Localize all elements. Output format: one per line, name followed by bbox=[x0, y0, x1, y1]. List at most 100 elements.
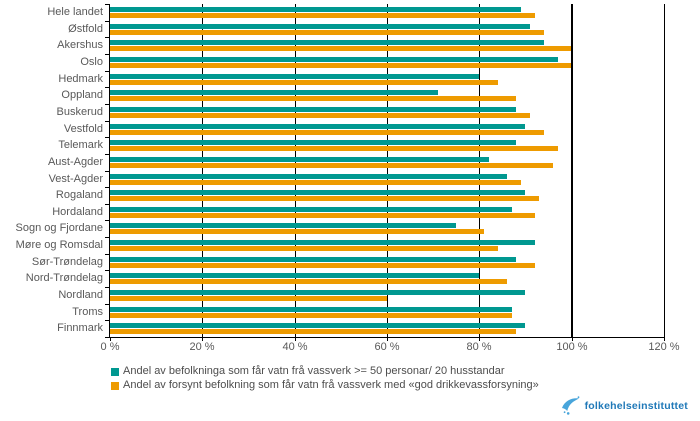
category-label: Nord-Trøndelag bbox=[25, 272, 103, 284]
bar-series1 bbox=[110, 40, 544, 45]
y-axis-tick bbox=[105, 171, 109, 172]
gridline-60 bbox=[387, 4, 388, 337]
y-axis-tick bbox=[105, 204, 109, 205]
y-axis-tick bbox=[105, 187, 109, 188]
category-label: Hedmark bbox=[58, 73, 103, 85]
y-axis-tick bbox=[105, 104, 109, 105]
bar-series1 bbox=[110, 74, 479, 79]
bar-series2 bbox=[110, 313, 512, 318]
bar-series2 bbox=[110, 213, 535, 218]
bar-series2 bbox=[110, 329, 516, 334]
y-axis-tick bbox=[105, 4, 109, 5]
legend-item: Andel av forsynt befolkning som får vatn… bbox=[111, 379, 539, 392]
x-axis-tick bbox=[387, 337, 388, 341]
bar-series1 bbox=[110, 7, 521, 12]
bar-series2 bbox=[110, 96, 516, 101]
category-label: Sør-Trøndelag bbox=[31, 256, 103, 268]
category-label: Nordland bbox=[58, 289, 103, 301]
x-axis-label: 0 % bbox=[100, 341, 120, 353]
bar-series2 bbox=[110, 246, 498, 251]
x-axis-tick bbox=[479, 337, 480, 341]
bar-series2 bbox=[110, 80, 498, 85]
bar-series1 bbox=[110, 290, 525, 295]
bar-series1 bbox=[110, 323, 525, 328]
y-axis-tick bbox=[105, 37, 109, 38]
y-axis-tick bbox=[105, 121, 109, 122]
category-label: Møre og Romsdal bbox=[15, 239, 103, 251]
bar-series1 bbox=[110, 174, 507, 179]
category-label: Vestfold bbox=[63, 123, 103, 135]
category-label: Vest-Agder bbox=[48, 173, 103, 185]
category-label: Sogn og Fjordane bbox=[15, 222, 103, 234]
category-label: Telemark bbox=[58, 139, 103, 151]
y-axis-tick bbox=[105, 237, 109, 238]
fhi-logo: folkehelseinstituttet bbox=[559, 395, 688, 417]
y-axis-tick bbox=[105, 304, 109, 305]
x-axis-label: 40 % bbox=[282, 341, 308, 353]
bar-series2 bbox=[110, 13, 535, 18]
category-label: Østfold bbox=[68, 23, 103, 35]
x-axis-label: 120 % bbox=[648, 341, 680, 353]
bird-swoosh-icon bbox=[561, 396, 580, 415]
x-axis-tick bbox=[295, 337, 296, 341]
category-label: Oppland bbox=[61, 89, 103, 101]
bar-series2 bbox=[110, 30, 544, 35]
legend-swatch-orange bbox=[111, 381, 119, 390]
logo-text: folkehelseinstituttet bbox=[584, 400, 688, 412]
category-label: Aust-Agder bbox=[47, 156, 103, 168]
bar-series2 bbox=[110, 296, 387, 301]
bar-series2 bbox=[110, 263, 535, 268]
y-axis-tick bbox=[105, 154, 109, 155]
category-label: Buskerud bbox=[56, 106, 103, 118]
category-label: Rogaland bbox=[55, 189, 103, 201]
x-axis-tick bbox=[572, 337, 573, 341]
legend-swatch-teal bbox=[111, 367, 119, 376]
y-axis-tick bbox=[105, 254, 109, 255]
bar-series2 bbox=[110, 180, 521, 185]
x-axis-tick bbox=[202, 337, 203, 341]
x-axis-label: 80 % bbox=[466, 341, 492, 353]
category-label: Akershus bbox=[57, 39, 103, 51]
bar-series1 bbox=[110, 124, 525, 129]
category-label: Hele landet bbox=[47, 6, 103, 18]
gridline-100 bbox=[570, 4, 573, 337]
bar-series2 bbox=[110, 229, 484, 234]
x-axis-label: 60 % bbox=[374, 341, 400, 353]
y-axis-tick bbox=[105, 137, 109, 138]
bar-series1 bbox=[110, 24, 530, 29]
category-label: Troms bbox=[72, 306, 103, 318]
y-axis-tick bbox=[105, 54, 109, 55]
bar-series2 bbox=[110, 63, 572, 68]
bar-series1 bbox=[110, 90, 438, 95]
bar-series1 bbox=[110, 57, 558, 62]
x-axis-label: 100 % bbox=[556, 341, 588, 353]
gridline-120 bbox=[664, 4, 665, 337]
category-label: Finnmark bbox=[57, 322, 103, 334]
gridline-20 bbox=[202, 4, 203, 337]
gridline-80 bbox=[479, 4, 480, 337]
legend-item: Andel av befolkninga som får vatn frå va… bbox=[111, 365, 539, 378]
y-axis-tick bbox=[105, 71, 109, 72]
y-axis-tick bbox=[105, 21, 109, 22]
category-label: Oslo bbox=[80, 56, 103, 68]
y-axis-tick bbox=[105, 220, 109, 221]
bar-series2 bbox=[110, 130, 544, 135]
bar-series1 bbox=[110, 190, 525, 195]
gridline-40 bbox=[295, 4, 296, 337]
bar-series1 bbox=[110, 107, 516, 112]
y-axis-tick bbox=[105, 87, 109, 88]
bar-series1 bbox=[110, 207, 512, 212]
y-axis-tick bbox=[105, 337, 109, 338]
bar-series1 bbox=[110, 223, 456, 228]
bar-series1 bbox=[110, 257, 516, 262]
legend: Andel av befolkninga som får vatn frå va… bbox=[111, 365, 539, 393]
bar-series2 bbox=[110, 46, 572, 51]
bar-series2 bbox=[110, 279, 507, 284]
bar-series1 bbox=[110, 240, 535, 245]
y-axis-tick bbox=[105, 270, 109, 271]
bar-series2 bbox=[110, 113, 530, 118]
category-label: Hordaland bbox=[52, 206, 103, 218]
y-axis-tick bbox=[105, 320, 109, 321]
x-axis-tick bbox=[664, 337, 665, 341]
